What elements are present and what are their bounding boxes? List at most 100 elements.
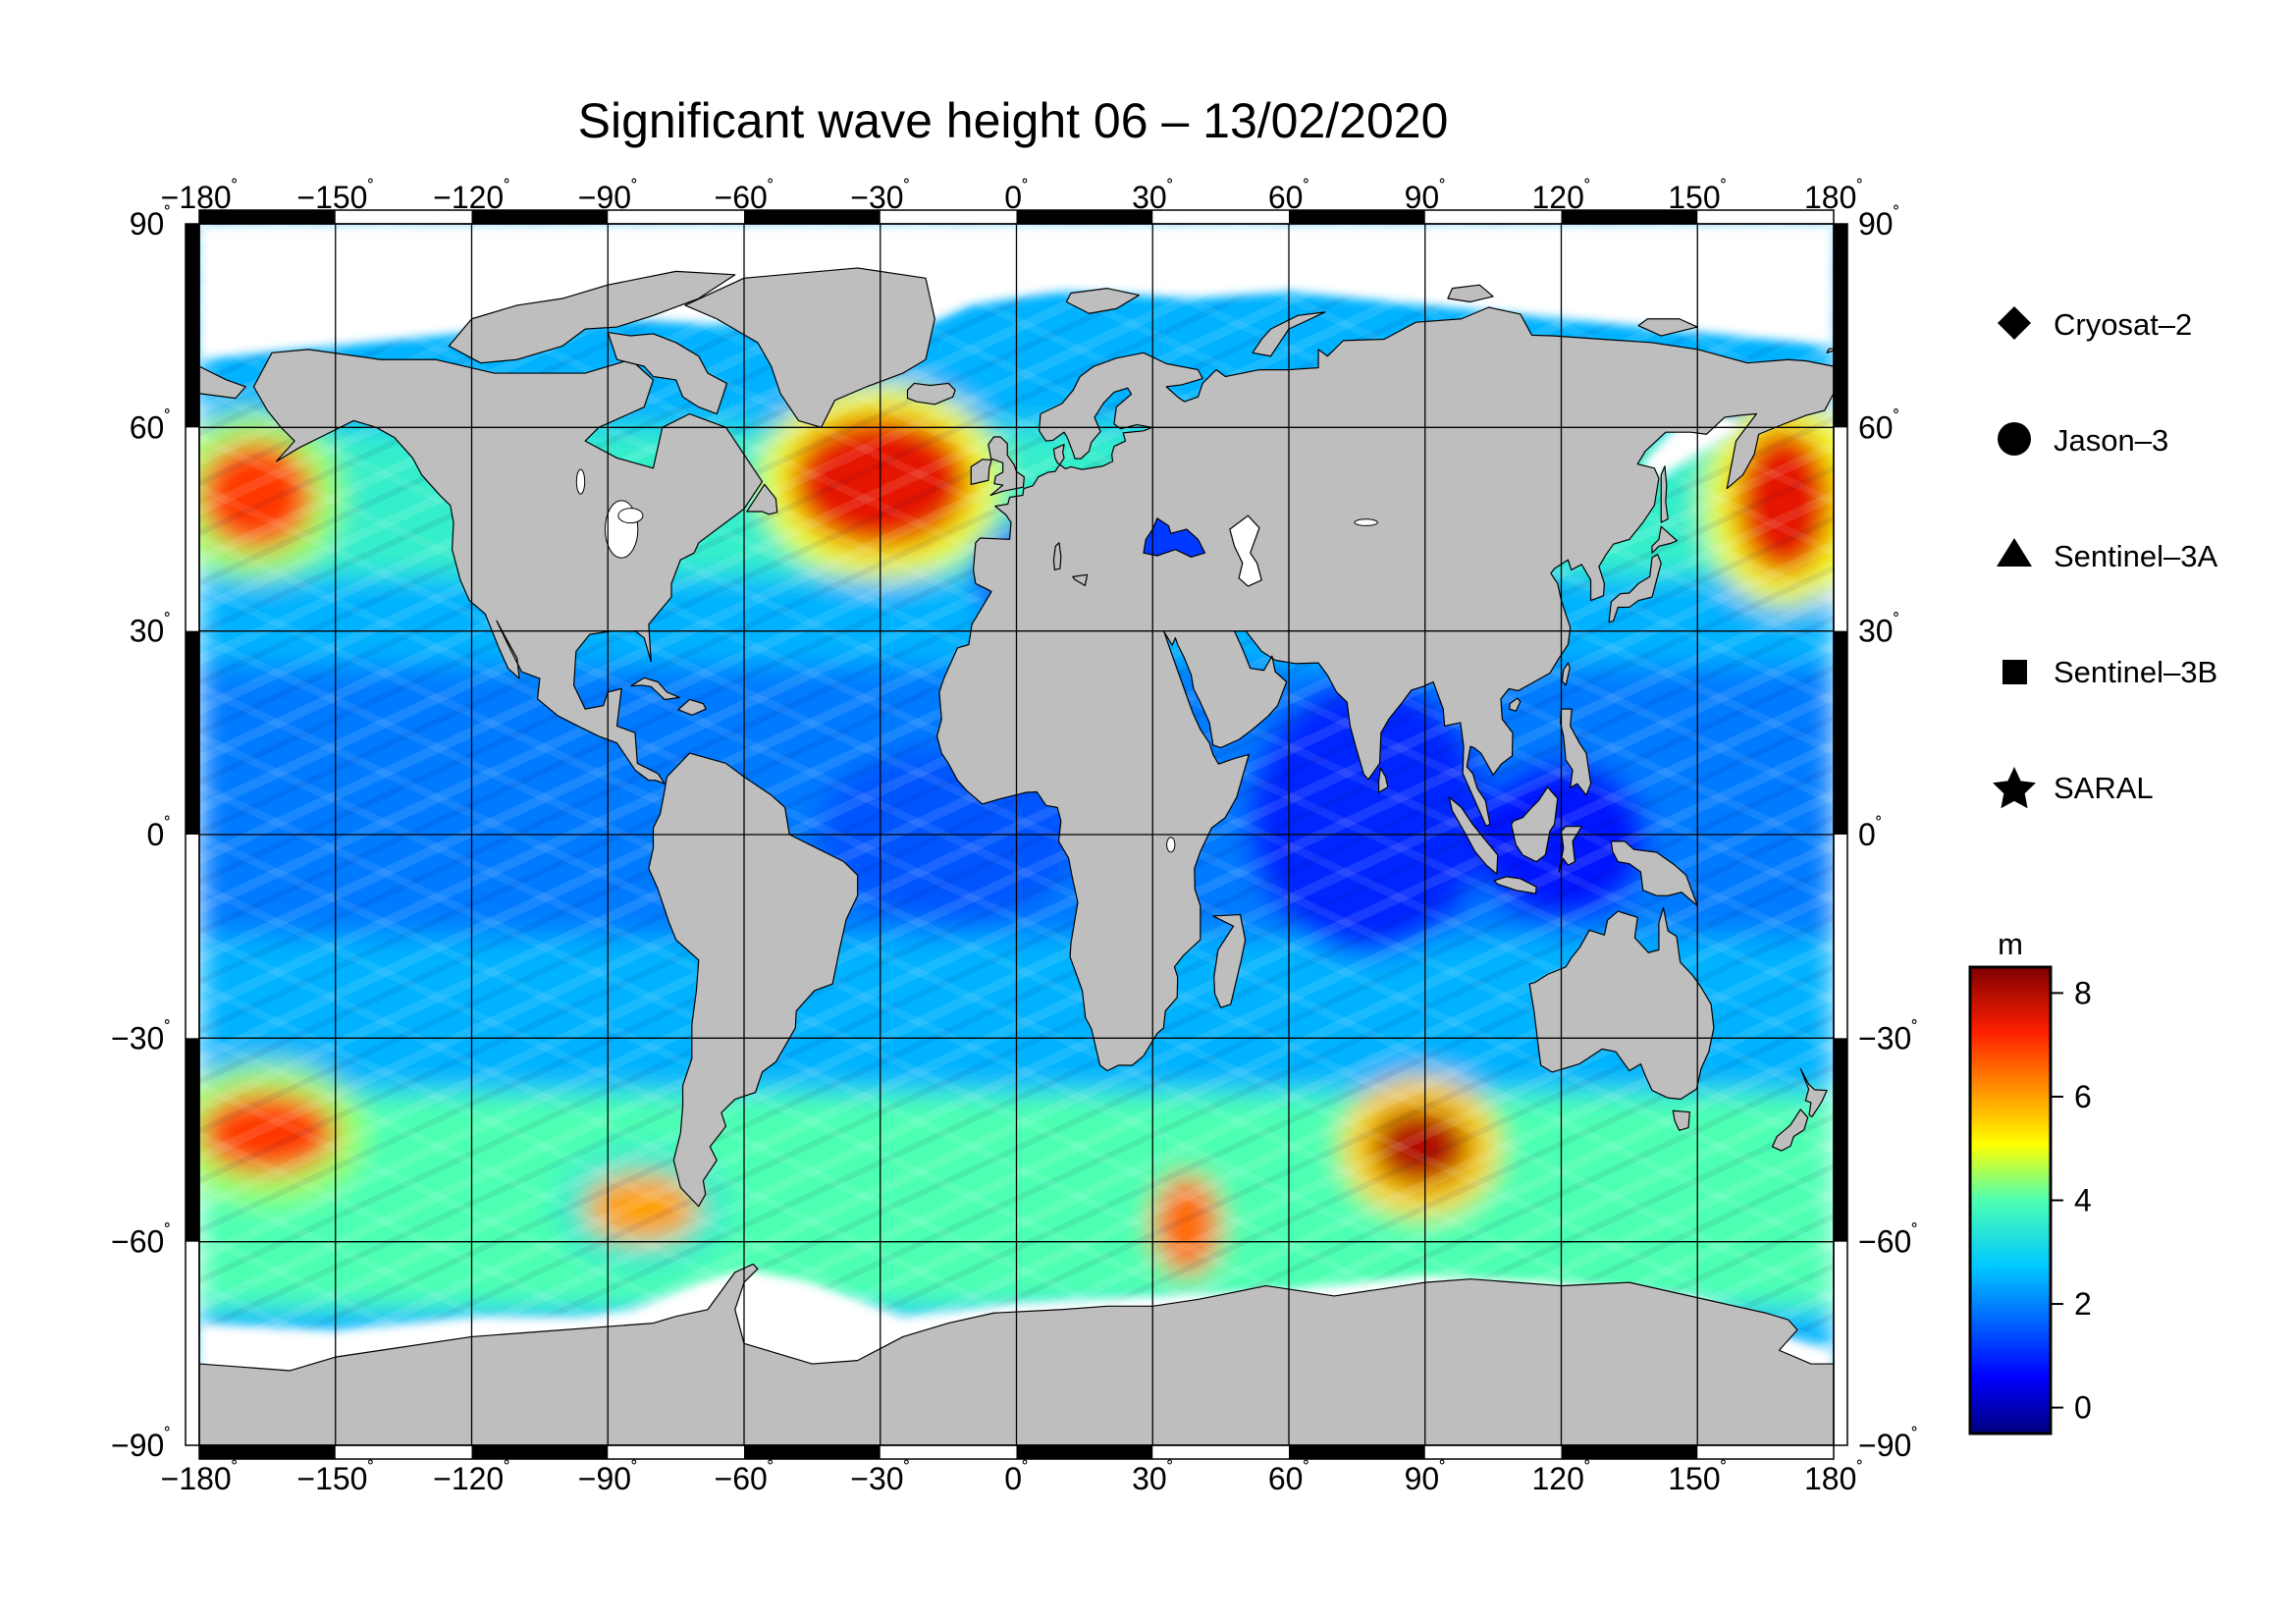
frame-band [744,210,881,224]
lon-tick-label-top: −60˚ [715,178,774,215]
colorbar-unit: m [1998,927,2023,961]
land-novaya-zemlya [1252,311,1326,357]
lon-tick-label-bottom: −150˚ [296,1459,374,1496]
frame-band [1016,210,1153,224]
square-icon [2002,660,2027,684]
lat-tick-label-left: 0˚ [147,815,171,852]
lon-tick-label-top: −90˚ [578,178,638,215]
land-greenland [684,267,935,428]
land-baffin-island [607,331,728,415]
lon-tick-label-top: 30˚ [1132,178,1173,215]
land-cuba [630,676,680,701]
lon-tick-label-bottom: −180˚ [161,1459,239,1496]
land-hokkaido [1651,525,1679,554]
land-hainan [1509,697,1522,712]
colorbar-gradient [1968,965,2053,1435]
lon-tick-label-bottom: −120˚ [433,1459,510,1496]
colorbar: m 0 2 4 6 8 [1968,927,2092,1435]
legend-label: Jason–3 [2054,423,2168,458]
lon-tick-label-bottom: 30˚ [1132,1459,1173,1496]
land-madagascar [1212,913,1247,1008]
land-sakhalin [1660,465,1669,523]
land-chukotka-east [199,365,246,400]
frame-band [186,630,199,835]
frame-band [1289,1445,1425,1459]
lake [1166,837,1176,853]
satellite-legend: Cryosat–2 Jason–3 Sentinel–3A Sentinel–3… [1993,306,2218,809]
lat-tick-label-right: 90˚ [1858,204,1899,242]
frame-band [199,210,336,224]
legend-label: Cryosat–2 [2054,307,2192,342]
circle-icon [1998,422,2031,456]
land-taiwan [1561,662,1571,686]
lon-tick-label-top: −120˚ [433,178,510,215]
lake [575,468,586,495]
land-philippines [1559,708,1592,796]
land-sulawesi [1558,826,1582,873]
lon-tick-label-bottom: 60˚ [1268,1459,1309,1496]
lat-tick-label-left: −30˚ [111,1018,171,1055]
land-nz-south [1771,1109,1809,1152]
land-japan [1608,553,1662,623]
lat-tick-label-right: −60˚ [1858,1222,1918,1260]
triangle-icon [1997,538,2032,567]
lon-tick-label-bottom: 120˚ [1531,1459,1590,1496]
frame-band [186,1038,199,1242]
legend-label: Sentinel–3A [2054,539,2218,573]
lon-tick-label-bottom: 180˚ [1804,1459,1863,1496]
colorbar-tick-label: 8 [2074,975,2092,1010]
colorbar-tick-label: 0 [2074,1390,2092,1426]
caspian-sea [1229,514,1262,587]
land-nz-north [1799,1067,1828,1118]
frame-band [186,224,199,428]
land-severnaya-zemlya [1447,284,1494,303]
land-tasmania [1672,1109,1690,1131]
land-hispaniola [677,698,707,716]
frame-band [1561,210,1698,224]
lon-tick-label-bottom: 0˚ [1004,1459,1028,1496]
lat-tick-label-right: 30˚ [1858,612,1899,649]
legend-item-jason3: Jason–3 [1998,422,2168,458]
frame-band [471,1445,609,1459]
colorbar-ticks: 0 2 4 6 8 [2051,975,2092,1426]
legend-label: Sentinel–3B [2054,655,2217,689]
frame-band [1289,210,1425,224]
land-new-guinea [1610,840,1698,907]
lat-tick-label-right: 60˚ [1858,407,1899,445]
land-sardinia-corsica [1052,542,1062,571]
frame-band [1834,630,1847,835]
colorbar-tick-label: 2 [2074,1286,2092,1322]
land-newfoundland [746,483,778,515]
lat-tick-label-right: −90˚ [1858,1426,1918,1463]
land-south-america [648,752,859,1208]
legend-item-sentinel3a: Sentinel–3A [1997,538,2218,573]
axis-tick-labels: −180˚ −180˚ −150˚ −150˚ −120˚ −120˚ −90˚ −90˚ −6… [111,178,1918,1496]
lon-tick-label-top: −150˚ [296,178,374,215]
frame-band [471,210,609,224]
land-sri-lanka [1377,767,1389,793]
lon-tick-label-bottom: 90˚ [1405,1459,1446,1496]
lake [617,508,644,524]
land-sumatra [1448,796,1499,875]
land-java [1493,876,1537,894]
map-frame [185,209,1848,1460]
lon-tick-label-top: 60˚ [1268,178,1309,215]
frame-band [744,1445,881,1459]
lat-tick-label-left: 30˚ [130,612,171,649]
lon-tick-label-bottom: −90˚ [578,1459,638,1496]
land-arctic-archipelago [448,270,736,364]
legend-label: SARAL [2054,771,2154,805]
lon-tick-label-top: 150˚ [1668,178,1727,215]
land-svalbard [1065,288,1140,314]
frame-band [1561,1445,1698,1459]
lat-tick-label-left: 90˚ [130,204,171,242]
lon-tick-label-bottom: −30˚ [850,1459,910,1496]
graticule [199,224,1834,1445]
frame-band [199,1445,336,1459]
legend-item-sentinel3b: Sentinel–3B [2002,655,2217,689]
frame-band [1834,224,1847,428]
lon-tick-label-bottom: −60˚ [715,1459,774,1496]
colorbar-tick-label: 4 [2074,1183,2092,1218]
lat-tick-label-left: −90˚ [111,1426,171,1463]
